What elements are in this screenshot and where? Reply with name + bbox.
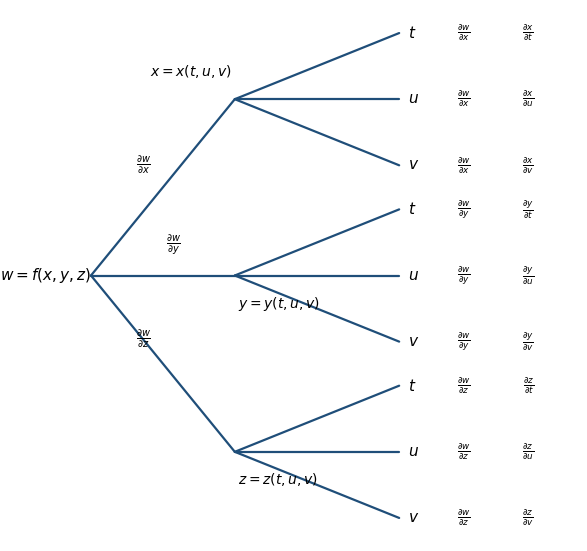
Text: $\frac{\partial z}{\partial u}$: $\frac{\partial z}{\partial u}$ bbox=[522, 441, 534, 462]
Text: $t$: $t$ bbox=[408, 25, 416, 41]
Text: $\frac{\partial w}{\partial x}$: $\frac{\partial w}{\partial x}$ bbox=[457, 155, 471, 176]
Text: $w = f(x, y, z)$: $w = f(x, y, z)$ bbox=[0, 266, 91, 285]
Text: $\frac{\partial x}{\partial v}$: $\frac{\partial x}{\partial v}$ bbox=[522, 155, 534, 176]
Text: $u$: $u$ bbox=[408, 445, 419, 459]
Text: $\frac{\partial w}{\partial z}$: $\frac{\partial w}{\partial z}$ bbox=[457, 375, 471, 396]
Text: $t$: $t$ bbox=[408, 201, 416, 218]
Text: $\frac{\partial w}{\partial y}$: $\frac{\partial w}{\partial y}$ bbox=[457, 331, 471, 353]
Text: $v$: $v$ bbox=[408, 158, 419, 172]
Text: $\frac{\partial w}{\partial y}$: $\frac{\partial w}{\partial y}$ bbox=[166, 233, 181, 257]
Text: $v$: $v$ bbox=[408, 334, 419, 349]
Text: $\frac{\partial w}{\partial y}$: $\frac{\partial w}{\partial y}$ bbox=[457, 198, 471, 220]
Text: $\frac{\partial w}{\partial x}$: $\frac{\partial w}{\partial x}$ bbox=[457, 23, 471, 44]
Text: $\frac{\partial y}{\partial t}$: $\frac{\partial y}{\partial t}$ bbox=[522, 198, 534, 221]
Text: $\frac{\partial x}{\partial t}$: $\frac{\partial x}{\partial t}$ bbox=[522, 23, 534, 44]
Text: $v$: $v$ bbox=[408, 511, 419, 525]
Text: $u$: $u$ bbox=[408, 92, 419, 106]
Text: $\frac{\partial w}{\partial x}$: $\frac{\partial w}{\partial x}$ bbox=[457, 89, 471, 110]
Text: $u$: $u$ bbox=[408, 268, 419, 283]
Text: $\frac{\partial w}{\partial z}$: $\frac{\partial w}{\partial z}$ bbox=[136, 328, 151, 350]
Text: $y = y(t, u, v)$: $y = y(t, u, v)$ bbox=[238, 295, 320, 313]
Text: $x = x(t, u, v)$: $x = x(t, u, v)$ bbox=[150, 63, 232, 80]
Text: $\frac{\partial w}{\partial z}$: $\frac{\partial w}{\partial z}$ bbox=[457, 507, 471, 528]
Text: $\frac{\partial z}{\partial v}$: $\frac{\partial z}{\partial v}$ bbox=[522, 507, 534, 528]
Text: $\frac{\partial x}{\partial u}$: $\frac{\partial x}{\partial u}$ bbox=[522, 89, 534, 110]
Text: $z = z(t, u, v)$: $z = z(t, u, v)$ bbox=[238, 471, 318, 488]
Text: $\frac{\partial w}{\partial y}$: $\frac{\partial w}{\partial y}$ bbox=[457, 264, 471, 287]
Text: $\frac{\partial y}{\partial v}$: $\frac{\partial y}{\partial v}$ bbox=[522, 330, 534, 353]
Text: $\frac{\partial y}{\partial u}$: $\frac{\partial y}{\partial u}$ bbox=[522, 264, 534, 287]
Text: $\frac{\partial w}{\partial z}$: $\frac{\partial w}{\partial z}$ bbox=[457, 441, 471, 462]
Text: $t$: $t$ bbox=[408, 377, 416, 394]
Text: $\frac{\partial z}{\partial t}$: $\frac{\partial z}{\partial t}$ bbox=[522, 375, 534, 396]
Text: $\frac{\partial w}{\partial x}$: $\frac{\partial w}{\partial x}$ bbox=[136, 154, 151, 176]
